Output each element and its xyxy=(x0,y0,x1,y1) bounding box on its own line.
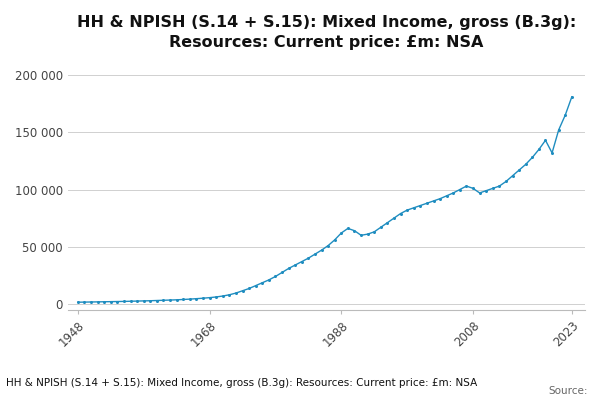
Title: HH & NPISH (S.14 + S.15): Mixed Income, gross (B.3g):
Resources: Current price: : HH & NPISH (S.14 + S.15): Mixed Income, … xyxy=(77,15,576,50)
Text: HH & NPISH (S.14 + S.15): Mixed Income, gross (B.3g): Resources: Current price: : HH & NPISH (S.14 + S.15): Mixed Income, … xyxy=(6,378,477,388)
Text: Source:: Source: xyxy=(548,386,588,396)
